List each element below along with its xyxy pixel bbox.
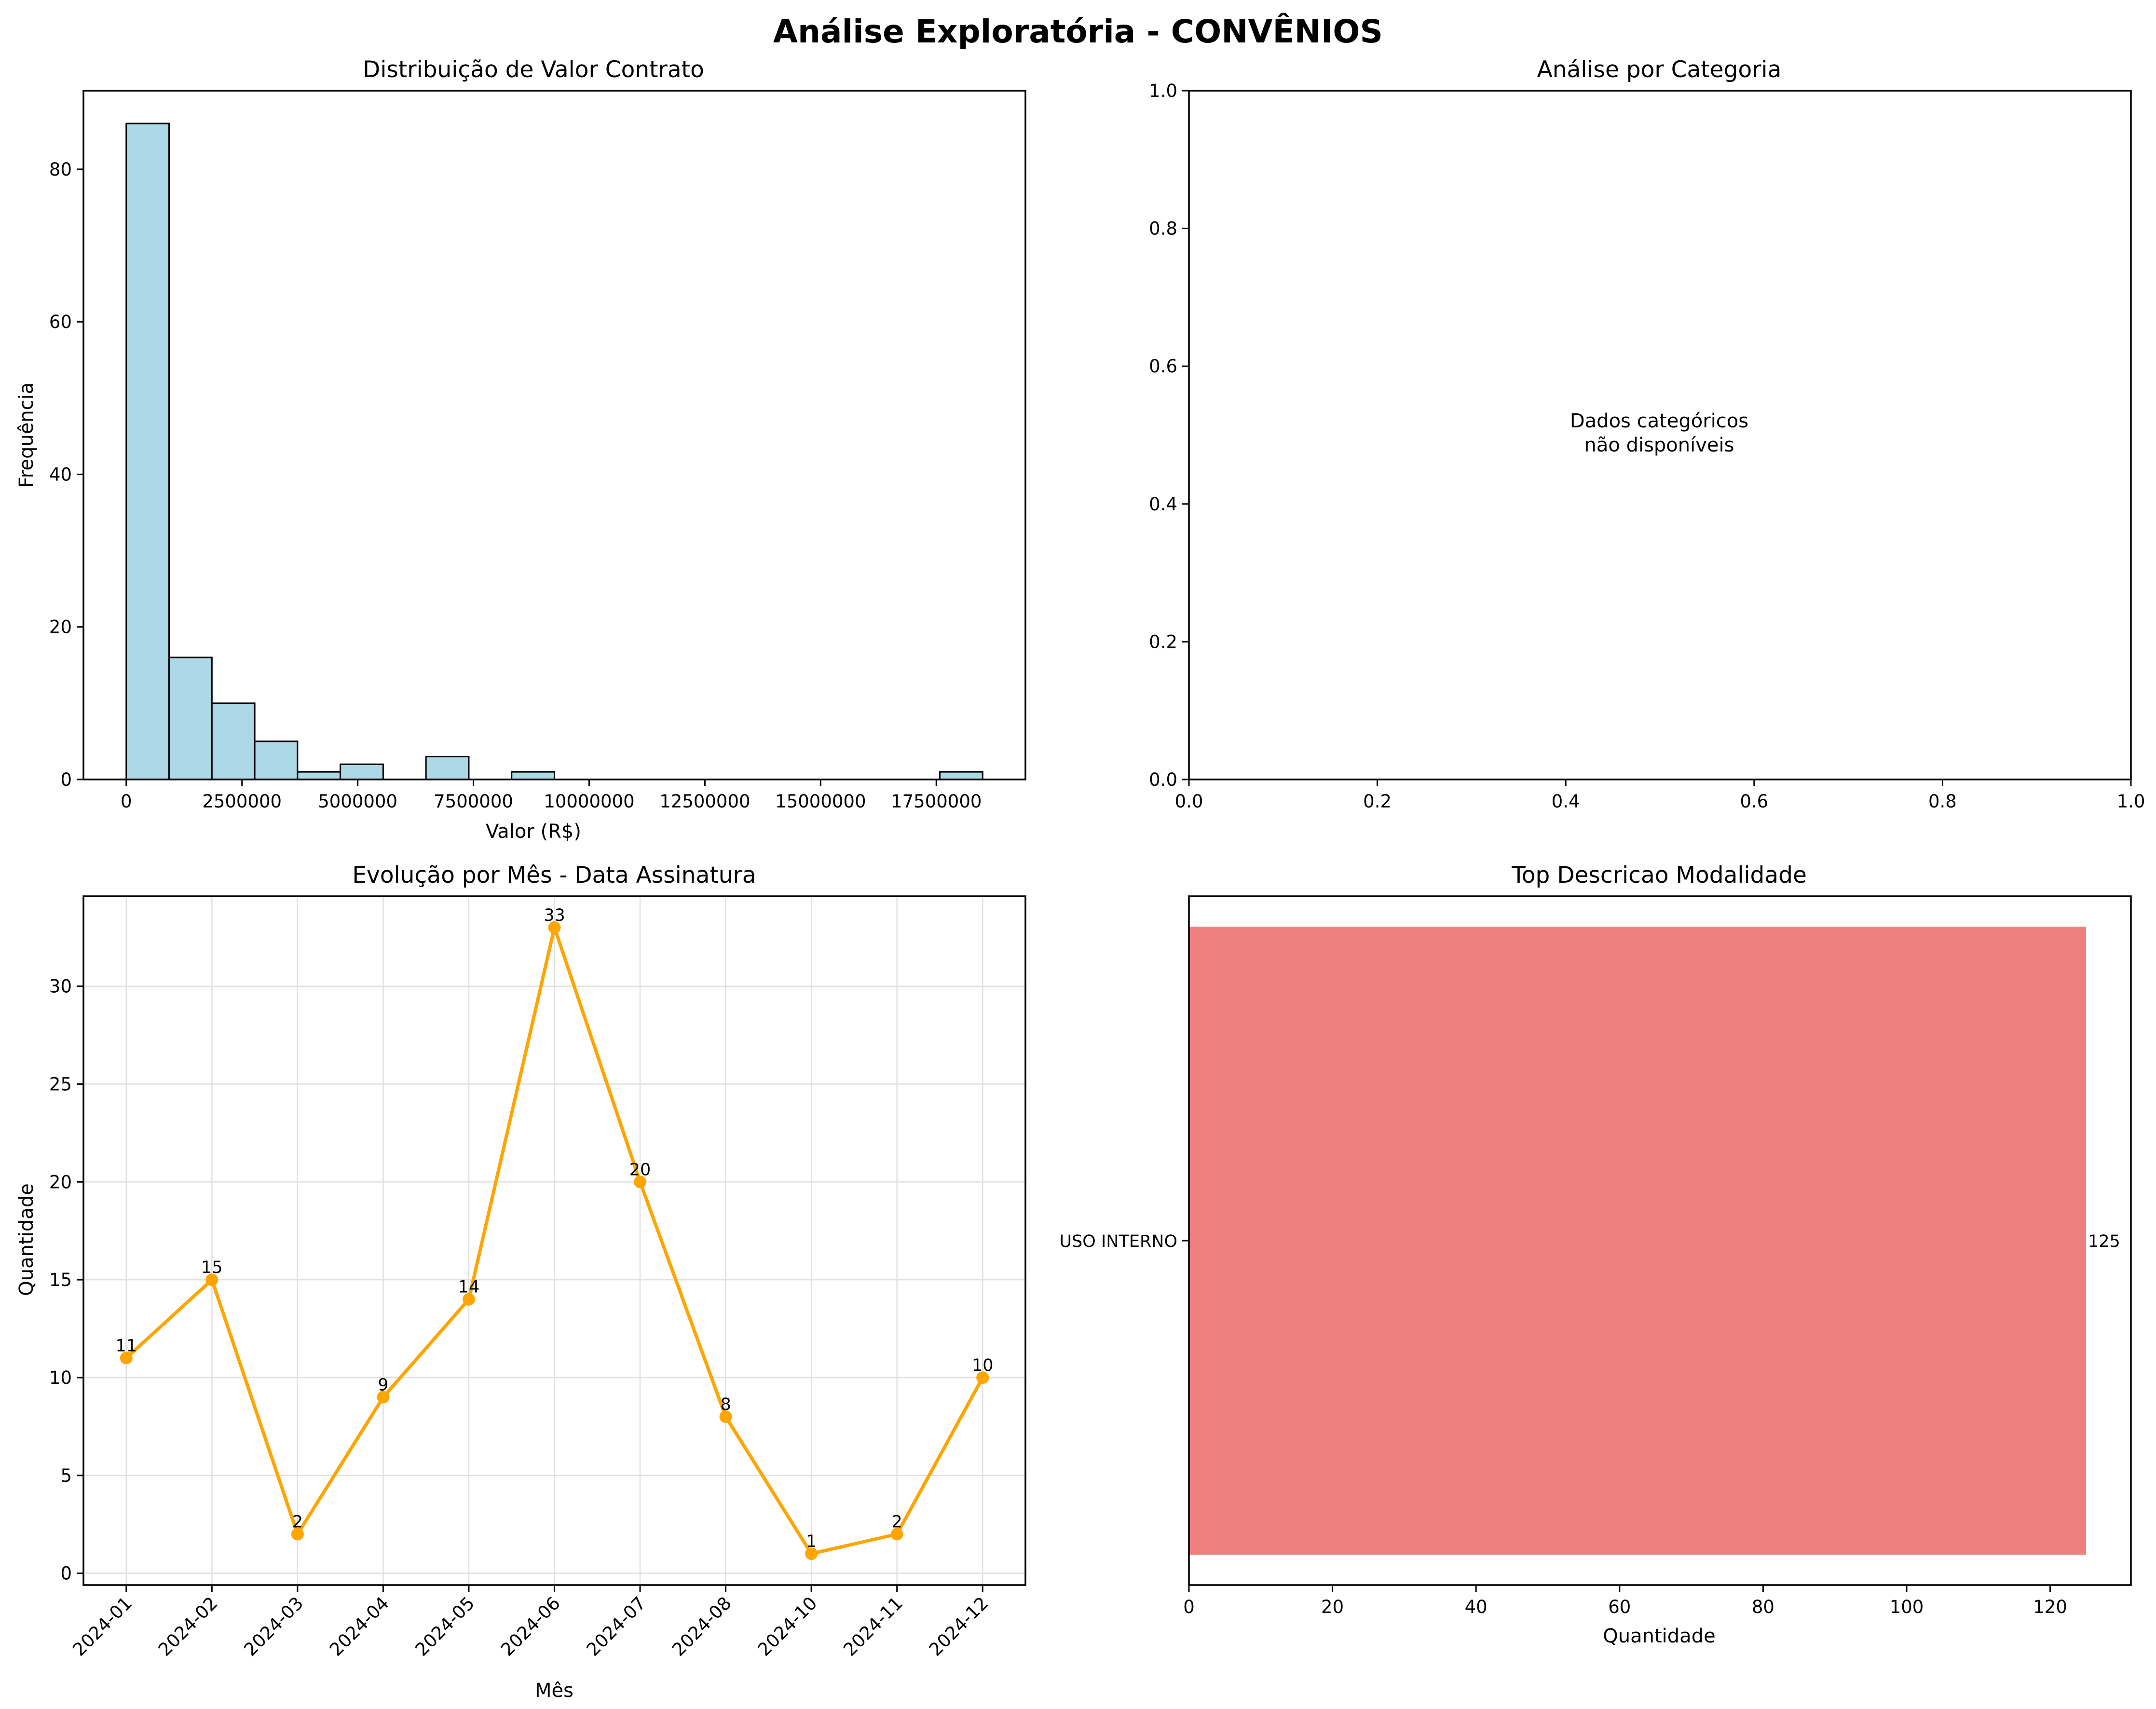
histogram-bar-5 [340, 763, 384, 780]
category-ytick-label-2: 0.4 [1149, 494, 1177, 515]
histogram-ytick-label-1: 20 [49, 617, 72, 638]
category-ytick-label-3: 0.6 [1149, 356, 1177, 377]
histogram-xtick-label-0: 0 [121, 791, 132, 812]
hbar-value-label-0: 125 [2088, 1232, 2120, 1251]
line-point-10 [976, 1371, 989, 1384]
histogram-xtick-label-7: 17500000 [891, 791, 982, 812]
category-xtick-label-1: 0.2 [1363, 791, 1392, 812]
histogram-ytick-label-4: 80 [49, 159, 72, 180]
line-point-label-2: 2 [292, 1513, 303, 1532]
line-point-0 [120, 1352, 133, 1365]
line-point-label-7: 8 [720, 1395, 731, 1414]
line-point-label-0: 11 [115, 1336, 137, 1355]
histogram-xlabel: Valor (R$) [486, 820, 581, 843]
histogram-xtick-label-6: 15000000 [775, 791, 866, 812]
histogram-ylabel: Frequência [15, 383, 38, 488]
histogram-ytick-label-0: 0 [60, 769, 72, 790]
line-point-5 [548, 921, 561, 934]
category-annotation-line-2: não disponíveis [1584, 434, 1734, 456]
line-ytick-label-4: 20 [49, 1172, 72, 1192]
category-xtick-label-4: 0.8 [1928, 791, 1957, 812]
histogram-frame [82, 90, 1026, 780]
histogram-panel: Distribuição de Valor Contrato Valor (R$… [15, 56, 1026, 843]
line-point-label-4: 14 [458, 1278, 480, 1297]
hbar-panel: Top Descricao Modalidade Quantidade 125 U… [1059, 862, 2132, 1647]
line-ytick-label-6: 30 [49, 976, 72, 997]
hbar-xlabel: Quantidade [1603, 1625, 1715, 1647]
line-point-label-3: 9 [378, 1376, 388, 1395]
category-ytick-label-0: 0.0 [1149, 769, 1177, 790]
line-ytick-label-2: 10 [49, 1367, 72, 1388]
category-ytick-label-5: 1.0 [1149, 81, 1177, 101]
histogram-bar-1 [168, 656, 213, 780]
histogram-bar-7 [425, 756, 470, 780]
histogram-bar-4 [297, 771, 341, 780]
histogram-xtick-label-5: 12500000 [659, 791, 750, 812]
category-annotation-line-1: Dados categóricos [1570, 410, 1748, 432]
histogram-ytick-label-2: 40 [49, 464, 72, 485]
line-ytick-label-5: 25 [49, 1074, 72, 1094]
histogram-xtick-label-3: 7500000 [434, 791, 513, 812]
histogram-xtick-label-1: 2500000 [202, 791, 282, 812]
line-title: Evolução por Mês - Data Assinatura [352, 862, 756, 889]
category-xtick-label-2: 0.4 [1552, 791, 1580, 812]
category-ytick-label-1: 0.2 [1149, 631, 1177, 652]
histogram-bar-2 [211, 702, 256, 780]
line-point-8 [805, 1547, 818, 1560]
line-point-1 [205, 1273, 218, 1286]
category-xtick-label-5: 1.0 [2117, 791, 2145, 812]
line-point-label-6: 20 [629, 1160, 651, 1179]
hbar-frame [1188, 895, 2132, 1586]
category-ytick-label-4: 0.8 [1149, 219, 1177, 239]
line-point-2 [291, 1528, 304, 1541]
line-point-3 [377, 1391, 390, 1404]
hbar-xtick-label-4: 80 [1752, 1597, 1774, 1617]
category-xtick-label-0: 0.0 [1175, 791, 1203, 812]
hbar-xtick-label-3: 60 [1608, 1597, 1631, 1617]
category-xtick-label-3: 0.6 [1740, 791, 1768, 812]
hbar-title: Top Descricao Modalidade [1511, 862, 1807, 889]
hbar-xtick-label-6: 120 [2033, 1597, 2067, 1617]
hbar-xtick-label-0: 0 [1183, 1597, 1195, 1617]
hbar-xtick-label-1: 20 [1321, 1597, 1344, 1617]
line-ytick-label-1: 5 [60, 1465, 72, 1486]
histogram-bar-0 [125, 123, 170, 780]
line-ytick-label-3: 15 [49, 1270, 72, 1290]
line-frame [82, 895, 1026, 1586]
line-point-label-10: 10 [972, 1356, 994, 1375]
line-point-label-1: 15 [201, 1258, 223, 1277]
histogram-xtick-label-2: 5000000 [318, 791, 397, 812]
line-point-label-5: 33 [544, 906, 565, 925]
histogram-bar-3 [254, 740, 299, 780]
hbar-bar-0 [1189, 927, 2086, 1555]
histogram-bar-9 [511, 771, 556, 780]
line-point-4 [462, 1293, 475, 1306]
histogram-bar-19 [939, 771, 983, 780]
line-point-7 [719, 1410, 732, 1423]
line-ytick-label-0: 0 [60, 1563, 72, 1584]
category-panel: Análise por Categoria Dados categóricos … [1149, 56, 2145, 812]
line-xlabel: Mês [535, 1680, 573, 1702]
category-frame [1188, 90, 2132, 780]
histogram-xtick-label-4: 10000000 [544, 791, 634, 812]
hbar-category-label-0: USO INTERNO [1059, 1232, 1177, 1251]
histogram-ytick-label-3: 60 [49, 312, 72, 332]
line-ylabel: Quantidade [15, 1183, 38, 1296]
line-point-6 [634, 1176, 647, 1189]
category-title: Análise por Categoria [1537, 56, 1782, 83]
figure-title: Análise Exploratória - CONVÊNIOS [773, 13, 1383, 50]
line-point-label-8: 1 [806, 1532, 817, 1551]
line-point-label-9: 2 [892, 1513, 902, 1532]
histogram-title: Distribuição de Valor Contrato [363, 56, 704, 83]
hbar-xtick-label-2: 40 [1465, 1597, 1487, 1617]
line-point-9 [890, 1528, 903, 1541]
hbar-xtick-label-5: 100 [1890, 1597, 1924, 1617]
